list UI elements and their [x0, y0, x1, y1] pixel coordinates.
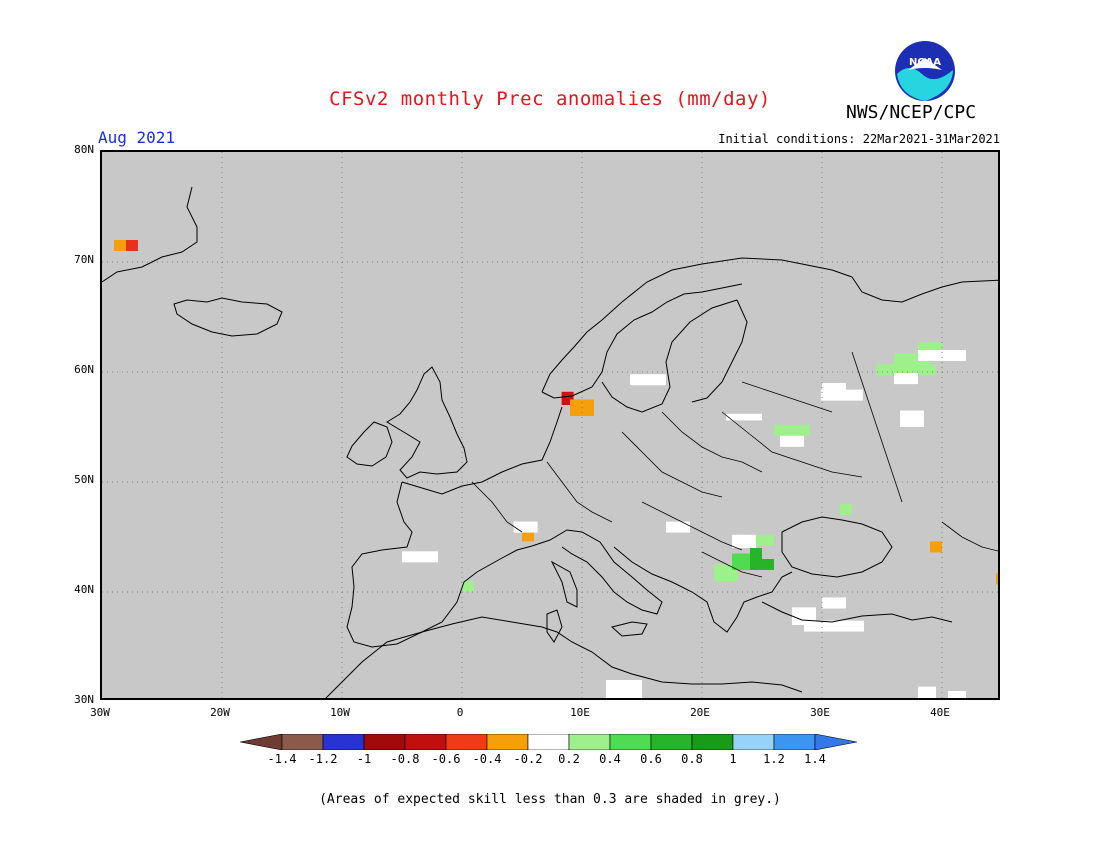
lat-label-80n: 80N [74, 143, 94, 156]
anomaly-cell [126, 240, 138, 251]
color-bar-label: 1 [729, 752, 737, 766]
noaa-logo-text: NOAA [909, 57, 941, 68]
anomaly-cell [606, 680, 642, 698]
anomaly-cell [732, 534, 756, 548]
lon-label-0: 0 [456, 706, 464, 719]
chart-title: CFSv2 monthly Prec anomalies (mm/day) [329, 88, 771, 110]
anomaly-cell [822, 597, 846, 609]
forecast-month: Aug 2021 [98, 128, 176, 147]
anomaly-cell [780, 435, 804, 447]
anomaly-cell [894, 353, 930, 365]
color-bar-swatch [691, 733, 734, 751]
color-bar-swatch [322, 733, 365, 751]
color-bar-svg [239, 733, 858, 751]
anomaly-cell [750, 548, 762, 570]
color-bar-swatch [486, 733, 529, 751]
lon-label-30w: 30W [90, 706, 110, 719]
anomaly-cell [918, 350, 966, 361]
lon-label-30e: 30E [810, 706, 830, 719]
color-bar-swatch [404, 733, 447, 751]
color-bar-label: 0.4 [599, 752, 621, 766]
map-canvas [102, 152, 998, 698]
color-bar-label: 0.6 [640, 752, 662, 766]
color-bar-label: 1.2 [763, 752, 785, 766]
anomaly-cell [666, 521, 690, 533]
color-bar-swatch [527, 733, 570, 751]
anomaly-cell [948, 691, 966, 698]
lon-label-20e: 20E [690, 706, 710, 719]
color-bar-label: -0.4 [472, 752, 502, 766]
color-bar-label: -0.6 [431, 752, 461, 766]
anomaly-cell [762, 559, 774, 570]
lon-label-10w: 10W [330, 706, 350, 719]
anomaly-cell [840, 504, 852, 515]
anomaly-cell [774, 424, 810, 436]
color-bar [239, 733, 862, 754]
anomaly-cell [114, 240, 126, 251]
graticule [102, 152, 998, 698]
lon-label-10e: 10E [570, 706, 590, 719]
anomaly-cell [900, 410, 924, 427]
agency-label: NWS/NCEP/CPC [846, 102, 977, 123]
anomaly-cells [114, 240, 998, 698]
color-bar-swatch [609, 733, 652, 751]
anomaly-cell [918, 686, 936, 698]
anomaly-cell [894, 373, 918, 385]
anomaly-cell [820, 389, 863, 401]
anomaly-cell [462, 581, 474, 592]
anomaly-cell [822, 383, 846, 392]
anomaly-cell [513, 521, 538, 533]
europe-map [100, 150, 1000, 700]
anomaly-cell [402, 551, 438, 563]
lat-label-40n: 40N [74, 583, 94, 596]
lat-label-60n: 60N [74, 363, 94, 376]
color-bar-swatch [445, 733, 488, 751]
color-bar-label: -0.2 [513, 752, 543, 766]
color-bar-label: -0.8 [390, 752, 420, 766]
color-bar-swatch [281, 733, 324, 751]
color-bar-label: 0.8 [681, 752, 703, 766]
color-bar-label: 1.4 [804, 752, 826, 766]
anomaly-cell [930, 541, 942, 553]
noaa-logo: NOAA [894, 40, 956, 102]
anomaly-cell [732, 553, 750, 570]
anomaly-cell [750, 534, 774, 546]
color-bar-left-arrow [239, 733, 283, 751]
lat-label-70n: 70N [74, 253, 94, 266]
coastlines [102, 186, 998, 698]
lon-label-40e: 40E [930, 706, 950, 719]
anomaly-cell [522, 530, 534, 542]
skill-footnote: (Areas of expected skill less than 0.3 a… [319, 792, 781, 807]
color-bar-swatch [650, 733, 693, 751]
color-bar-label: 0.2 [558, 752, 580, 766]
color-bar-swatch [568, 733, 611, 751]
color-bar-label: -1 [356, 752, 372, 766]
color-bar-right-arrow [814, 733, 858, 751]
anomaly-cell [918, 342, 942, 354]
color-bar-label: -1.4 [267, 752, 297, 766]
lat-label-30n: 30N [74, 693, 94, 706]
color-bar-swatch [363, 733, 406, 751]
initial-conditions: Initial conditions: 22Mar2021-31Mar2021 [718, 132, 1000, 146]
anomaly-cell [804, 620, 864, 632]
anomaly-cell [876, 364, 936, 376]
anomaly-cell [726, 413, 762, 421]
color-bar-label: -1.2 [308, 752, 338, 766]
anomaly-cell [996, 573, 998, 585]
anomaly-cell [630, 374, 666, 386]
color-bar-swatch [732, 733, 775, 751]
lon-label-20w: 20W [210, 706, 230, 719]
color-bar-swatch [773, 733, 816, 751]
lat-label-50n: 50N [74, 473, 94, 486]
